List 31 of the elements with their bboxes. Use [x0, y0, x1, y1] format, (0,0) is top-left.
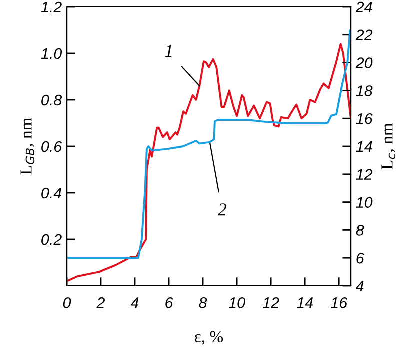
- y2-tick-label: 18: [356, 86, 373, 96]
- y-tick-label: 0.4: [42, 188, 62, 199]
- x-tick-label: 8: [199, 298, 208, 308]
- annotation: 1: [165, 45, 172, 58]
- y-tick-label: 0.8: [42, 94, 62, 106]
- x-tick-label: 2: [96, 298, 106, 308]
- x-tick-label: 0: [63, 298, 72, 308]
- x-tick-label: 16: [330, 298, 348, 308]
- y-tick-label: 0.2: [42, 234, 62, 246]
- y-tick-label: 1.2: [41, 2, 62, 13]
- y-tick-label: 0.6: [42, 141, 62, 152]
- y2-tick-label: 24: [356, 2, 372, 13]
- y2-tick-label: 10: [356, 197, 373, 208]
- x-tick-label: 12: [262, 298, 280, 308]
- y2-tick-label: 4: [356, 281, 364, 292]
- y2-tick-label: 22: [356, 30, 373, 40]
- x-tick-label: 14: [296, 298, 314, 308]
- annotation: 2: [218, 204, 226, 216]
- x-axis-title: ε, %: [195, 331, 224, 345]
- y-tick-label: 1.0: [41, 48, 62, 60]
- y2-tick-label: 8: [356, 225, 364, 236]
- y2-axis-title: L$_{c}$, nm: [382, 123, 396, 170]
- y2-tick-label: 16: [356, 113, 373, 124]
- y2-tick-label: 12: [356, 169, 373, 180]
- y2-tick-label: 14: [356, 142, 372, 152]
- y2-tick-label: 20: [356, 58, 373, 68]
- y-axis-title: L$_{GB}$, nm: [20, 118, 35, 175]
- y2-tick-label: 6: [356, 252, 364, 264]
- x-tick-label: 6: [166, 298, 174, 308]
- x-tick-label: 10: [228, 298, 246, 308]
- x-tick-label: 4: [130, 298, 139, 308]
